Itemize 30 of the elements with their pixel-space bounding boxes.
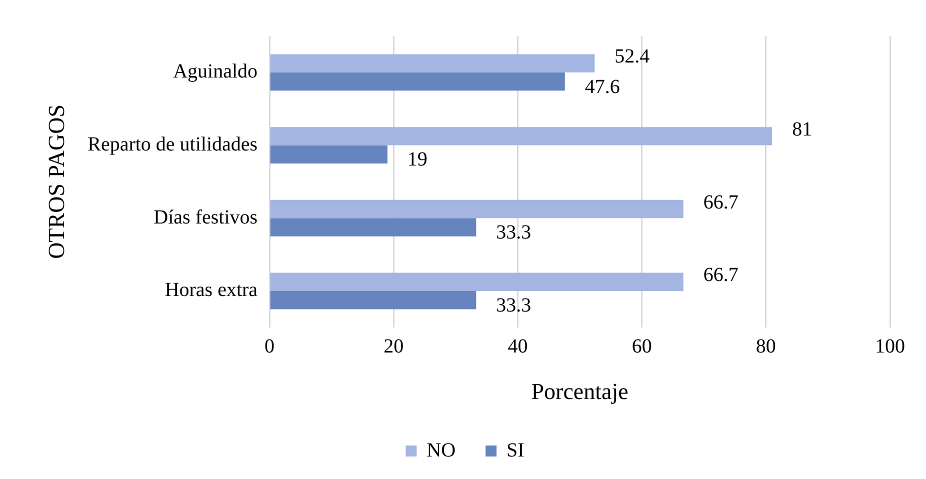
y-axis-title: OTROS PAGOS: [44, 104, 69, 259]
data-label: 81: [792, 118, 812, 140]
data-label: 33.3: [496, 221, 532, 244]
x-tick-label: 40: [508, 336, 528, 358]
y-tick-label: Aguinaldo: [173, 60, 258, 83]
x-tick-label: 60: [632, 336, 652, 358]
bar: [270, 200, 684, 218]
legend-label: NO: [426, 439, 456, 462]
bar: [270, 272, 684, 291]
y-tick-label: Reparto de utilidades: [88, 134, 258, 156]
data-label: 33.3: [496, 294, 532, 316]
data-label: 66.7: [703, 191, 738, 214]
data-label: 52.4: [614, 46, 650, 68]
x-tick-label: 80: [756, 336, 776, 358]
data-label: 47.6: [584, 76, 620, 98]
y-tick-label: Días festivos: [154, 206, 258, 228]
bar: [270, 127, 772, 146]
bar: [270, 145, 388, 164]
x-tick-label: 0: [264, 336, 275, 358]
legend-label: SI: [506, 439, 524, 462]
y-tick-label: Horas extra: [164, 279, 258, 302]
x-axis-title: Porcentaje: [531, 379, 628, 404]
data-label: 19: [407, 148, 428, 171]
x-tick-label: 20: [384, 336, 404, 358]
x-tick-label: 100: [875, 336, 905, 358]
data-label: 66.7: [703, 264, 738, 286]
bar: [270, 72, 565, 91]
bar: [270, 218, 476, 236]
bar: [270, 54, 595, 72]
bar: [270, 290, 476, 310]
